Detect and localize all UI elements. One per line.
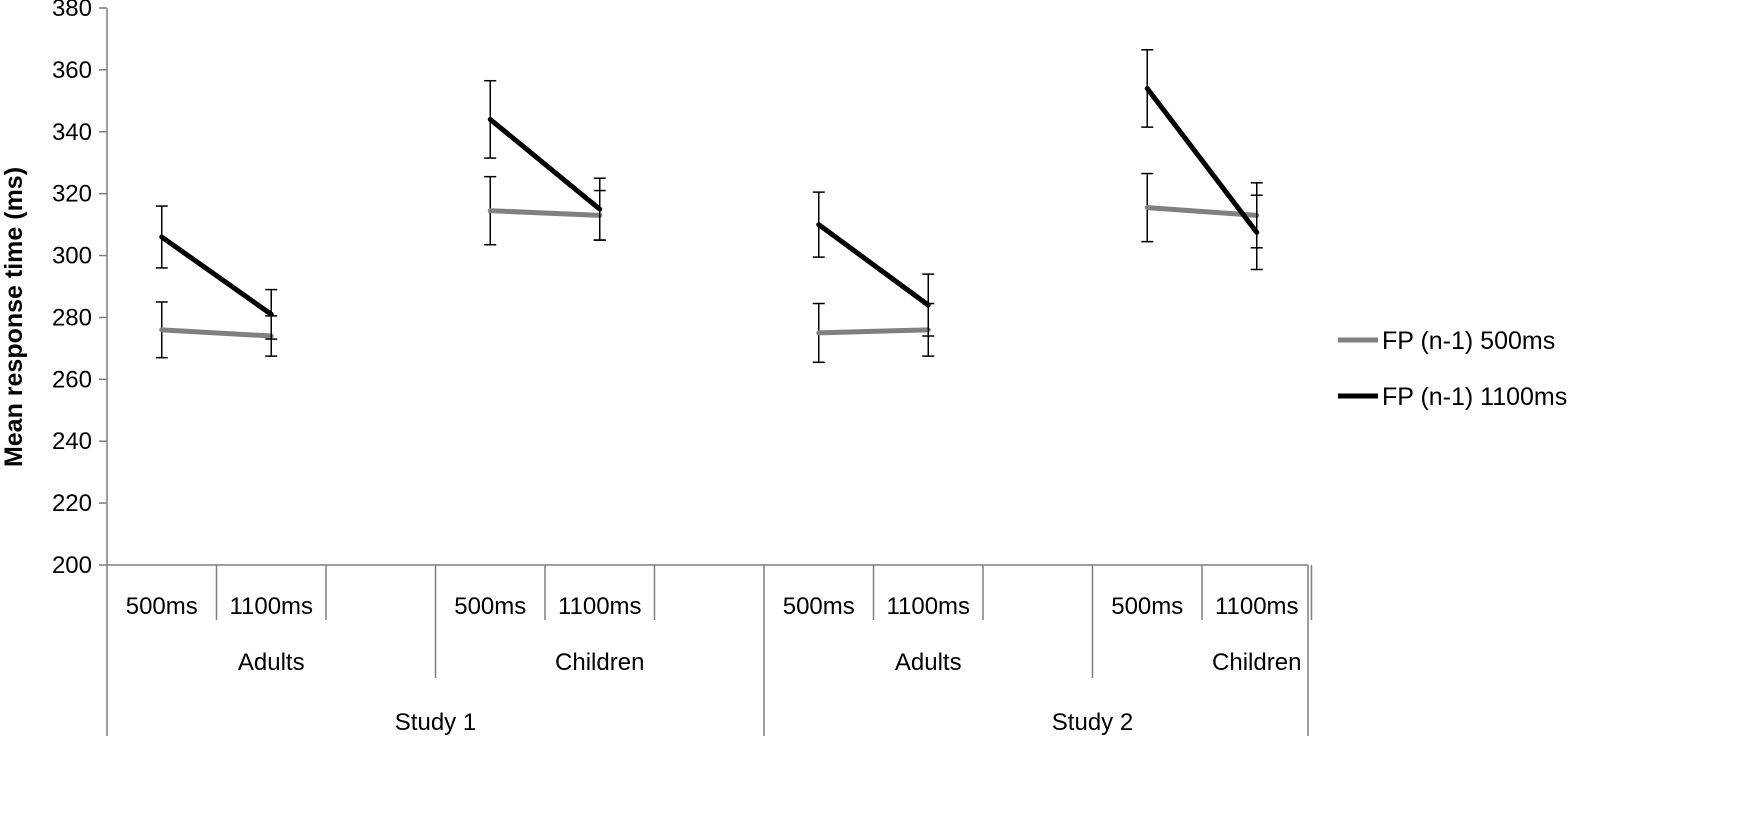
data-point	[926, 303, 930, 307]
x-tick-label: 500ms	[454, 593, 526, 620]
y-tick-label: 380	[52, 0, 92, 22]
series-1	[155, 49, 1263, 340]
data-point	[160, 328, 164, 332]
y-tick-label: 200	[52, 552, 92, 579]
data-point	[598, 207, 602, 211]
y-tick-label: 240	[52, 428, 92, 455]
legend: FP (n-1) 500ms FP (n-1) 1100ms	[1338, 327, 1567, 411]
data-point	[1145, 86, 1149, 90]
x-tick-label: 1100ms	[886, 593, 970, 620]
y-tick-label: 320	[52, 181, 92, 208]
series-0	[155, 172, 1263, 364]
data-point	[488, 209, 492, 213]
data-point	[817, 223, 821, 227]
y-tick-label: 340	[52, 119, 92, 146]
x-group-label: Children	[555, 649, 644, 676]
y-axis-title: Mean response time (ms)	[0, 167, 28, 467]
y-tick-label: 360	[52, 57, 92, 84]
x-group-label: Adults	[895, 649, 962, 676]
data-point	[160, 235, 164, 239]
series-line-segment	[1144, 85, 1260, 235]
x-tick-label: 1100ms	[1215, 593, 1299, 620]
y-tick-label: 260	[52, 366, 92, 393]
x-axis: 500ms 1100ms 500ms 1100ms 500ms 1100ms 500ms 11…	[106, 564, 1313, 736]
data-point	[269, 312, 273, 316]
x-tick-label: 500ms	[126, 593, 198, 620]
series-line-segment	[1144, 205, 1260, 218]
x-study-label: Study 2	[1052, 709, 1133, 736]
series-line-segment	[159, 234, 274, 317]
x-tick-label: 1100ms	[229, 593, 313, 620]
legend-label: FP (n-1) 1100ms	[1382, 383, 1567, 411]
data-point	[1145, 206, 1149, 210]
legend-label: FP (n-1) 500ms	[1382, 327, 1555, 355]
x-tick-label: 500ms	[1111, 593, 1183, 620]
x-tick-label: 1100ms	[558, 593, 642, 620]
series-layer	[155, 49, 1263, 364]
y-tick-label: 220	[52, 490, 92, 517]
y-tick-label: 280	[52, 304, 92, 331]
x-study-label: Study 1	[395, 709, 476, 736]
x-group-label: Adults	[238, 649, 305, 676]
data-point	[817, 331, 821, 335]
data-point	[488, 117, 492, 121]
series-line-segment	[487, 208, 603, 218]
data-point	[1255, 230, 1259, 234]
series-line-segment	[816, 327, 931, 336]
series-line-segment	[487, 116, 603, 212]
y-tick-label: 300	[52, 243, 92, 270]
series-line-segment	[816, 222, 931, 308]
x-group-label: Children	[1212, 649, 1301, 676]
x-tick-label: 500ms	[783, 593, 855, 620]
series-line-segment	[159, 327, 274, 339]
y-axis: 200 220 240 260 280 300 320 340 360 380	[52, 0, 108, 579]
